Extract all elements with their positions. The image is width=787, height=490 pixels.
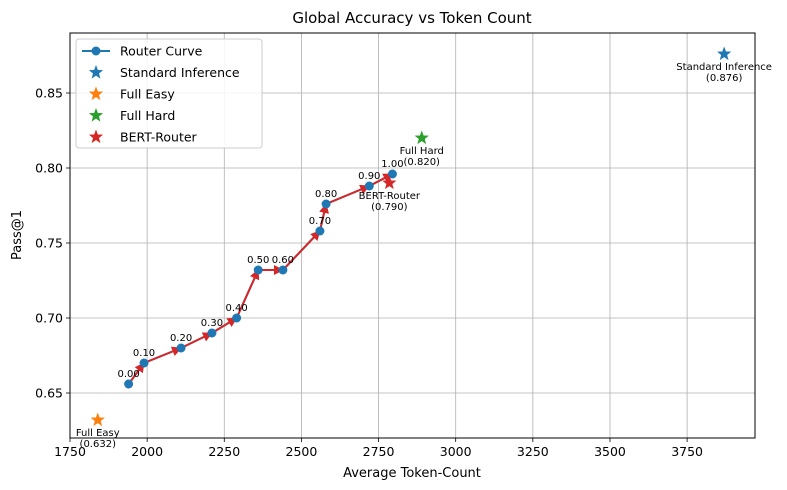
plot-area: 0.00 0.10 0.20 0.300.40 0.50 0.60 0.70 0.80 0.90… xyxy=(76,46,772,450)
router-curve-arrow xyxy=(211,317,238,334)
y-tick-label: 0.75 xyxy=(35,236,63,251)
router-curve-point xyxy=(364,181,374,191)
x-tick-label: 3500 xyxy=(594,444,626,459)
legend-label: Standard Inference xyxy=(120,65,240,80)
router-curve-arrow xyxy=(180,332,213,349)
router-threshold-label: 0.90 xyxy=(358,171,380,182)
x-axis-label: Average Token-Count xyxy=(343,466,481,481)
star-marker xyxy=(717,46,732,61)
star-annotation: Full Easy xyxy=(76,428,120,439)
star-marker xyxy=(414,130,429,145)
y-tick-label: 0.80 xyxy=(35,161,63,176)
x-tick-label: 3750 xyxy=(671,444,703,459)
star-annotation: BERT-Router xyxy=(359,191,421,202)
router-curve-arrow xyxy=(325,184,371,205)
legend-star-swatch xyxy=(88,108,104,122)
y-axis-label: Pass@1 xyxy=(10,210,25,260)
legend-label: BERT-Router xyxy=(120,130,198,145)
legend-marker-swatch xyxy=(91,46,101,56)
router-threshold-label: 0.70 xyxy=(309,216,331,227)
legend-box xyxy=(75,38,263,149)
router-curve-point xyxy=(278,265,288,275)
axes-ticks: 1750 2000 2250 2500 2750 3000 3250 3500 3750 0.65… xyxy=(35,86,703,460)
star-marker xyxy=(90,412,105,427)
legend-label: Full Hard xyxy=(120,108,175,123)
chart-title: Global Accuracy vs Token Count xyxy=(292,9,531,27)
router-threshold-label: 0.40 xyxy=(225,303,247,314)
x-tick-label: 3250 xyxy=(517,444,549,459)
x-tick-label: 2000 xyxy=(131,444,163,459)
plot-frame xyxy=(69,32,756,439)
legend-star-swatch xyxy=(88,65,104,79)
router-curve-arrow xyxy=(318,203,329,232)
router-threshold-label: 0.50 xyxy=(247,255,269,266)
y-tick-label: 0.70 xyxy=(35,311,63,326)
router-curve-point xyxy=(232,313,242,323)
router-threshold-label: 0.60 xyxy=(272,255,294,266)
y-tick-label: 0.85 xyxy=(35,86,63,101)
router-curve-point xyxy=(387,169,397,179)
star-annotation: Standard Inference xyxy=(676,62,772,73)
legend-label: Full Easy xyxy=(120,87,175,102)
router-curve-arrow xyxy=(282,230,321,271)
star-annotation: Full Hard xyxy=(400,146,444,157)
router-curve-point xyxy=(176,343,186,353)
router-curve-point xyxy=(253,265,263,275)
legend: Router Curve Standard Inference Full Easy F… xyxy=(75,38,263,149)
star-annotation: (0.820) xyxy=(404,157,441,168)
router-curve-arrow xyxy=(235,269,260,319)
star-annotation: (0.790) xyxy=(371,202,408,213)
router-curve-point xyxy=(207,328,217,338)
star-annotation: (0.876) xyxy=(706,73,743,84)
router-curve-arrow xyxy=(143,346,183,364)
star-annotation: (0.632) xyxy=(80,439,117,450)
x-tick-label: 2500 xyxy=(286,444,318,459)
router-threshold-label: 0.10 xyxy=(133,348,155,359)
router-threshold-label: 0.30 xyxy=(201,318,223,329)
x-tick-label: 1750 xyxy=(54,444,86,459)
grid xyxy=(70,33,755,438)
y-tick-label: 0.65 xyxy=(35,386,63,401)
router-threshold-label: 1.00 xyxy=(381,159,403,170)
legend-star-swatch xyxy=(88,86,104,101)
legend-star-swatch xyxy=(88,129,104,144)
router-threshold-label: 0.20 xyxy=(170,333,192,344)
x-tick-label: 3000 xyxy=(440,444,472,459)
x-tick-label: 2250 xyxy=(208,444,240,459)
x-tick-label: 2750 xyxy=(363,444,395,459)
router-threshold-label: 0.80 xyxy=(315,189,337,200)
router-curve-point xyxy=(139,358,149,368)
router-threshold-label: 0.00 xyxy=(117,369,139,380)
legend-label: Router Curve xyxy=(120,44,203,59)
router-curve-point xyxy=(315,226,325,236)
router-curve-point xyxy=(321,199,331,209)
star-marker xyxy=(382,175,397,190)
router-curve-point xyxy=(124,379,134,389)
